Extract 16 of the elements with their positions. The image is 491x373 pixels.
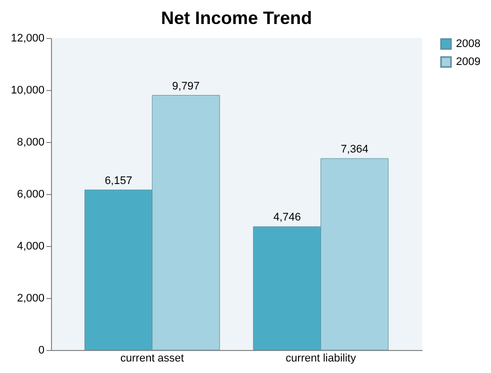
x-tick-label: current asset <box>120 352 184 364</box>
y-tick-label: 10,000 <box>10 84 44 96</box>
y-tick-label: 0 <box>38 344 44 356</box>
y-tick-label: 4,000 <box>16 240 44 252</box>
chart-title: Net Income Trend <box>160 8 312 28</box>
y-tick-label: 12,000 <box>10 32 44 44</box>
data-label: 7,364 <box>340 144 368 156</box>
legend-label: 2009 <box>456 56 480 68</box>
data-label: 6,157 <box>104 174 132 187</box>
x-tick-label: current liability <box>286 352 356 364</box>
data-label: 9,797 <box>172 80 200 92</box>
y-tick-label: 2,000 <box>16 292 44 304</box>
y-tick-label: 6,000 <box>16 188 44 200</box>
y-tick-label: 8,000 <box>16 136 44 148</box>
data-label: 4,746 <box>273 212 301 224</box>
legend-label: 2008 <box>456 38 480 50</box>
